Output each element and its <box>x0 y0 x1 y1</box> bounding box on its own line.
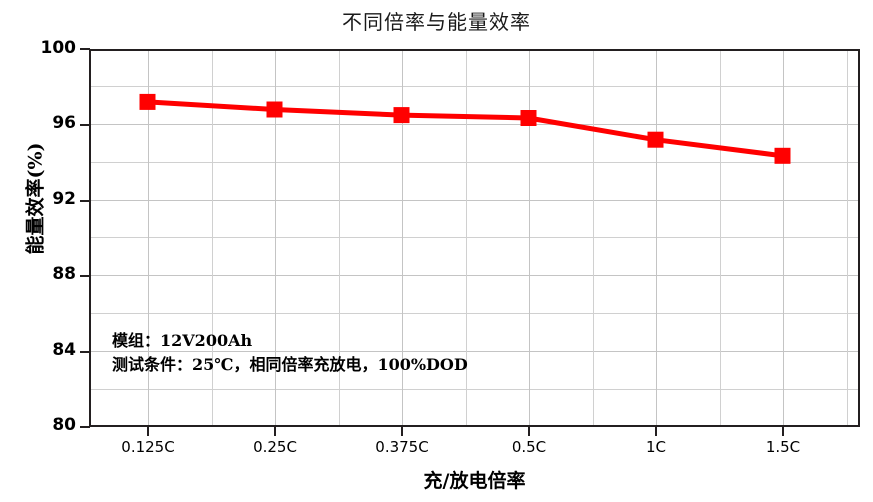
x-tick-mark-0.25C <box>274 427 276 436</box>
y-axis-title: 能量效率(%) <box>21 69 48 329</box>
y-tick-label-100: 100 <box>20 40 76 57</box>
x-tick-label-0.25C: 0.25C <box>215 438 335 456</box>
gridline-y-86 <box>91 313 858 314</box>
annotation-line-module: 模组：12V200Ah <box>112 329 468 353</box>
gridline-x-1C <box>656 51 657 425</box>
y-tick-label-84: 84 <box>20 342 76 359</box>
chart-title: 不同倍率与能量效率 <box>0 6 873 35</box>
x-tick-mark-0.125C <box>147 427 149 436</box>
gridline-y-82 <box>91 389 858 390</box>
gridline-x-minor-6 <box>847 51 848 425</box>
annotation-block: 模组：12V200Ah 测试条件：25℃，相同倍率充放电，100%DOD <box>112 329 468 377</box>
x-tick-label-0.375C: 0.375C <box>342 438 462 456</box>
gridline-y-94 <box>91 162 858 163</box>
x-tick-mark-1.5C <box>782 427 784 436</box>
gridline-x-1.5C <box>783 51 784 425</box>
chart-container: 不同倍率与能量效率 100 96 92 88 84 80 能量效率(%) <box>0 0 873 502</box>
gridline-y-92 <box>91 200 858 201</box>
x-tick-label-0.5C: 0.5C <box>469 438 589 456</box>
x-tick-mark-0.375C <box>401 427 403 436</box>
gridline-y-90 <box>91 237 858 238</box>
y-tick-label-80: 80 <box>20 417 76 434</box>
annotation-line-conditions: 测试条件：25℃，相同倍率充放电，100%DOD <box>112 353 468 377</box>
gridline-x-minor-4 <box>593 51 594 425</box>
x-tick-label-1.5C: 1.5C <box>723 438 843 456</box>
x-tick-label-0.125C: 0.125C <box>88 438 208 456</box>
x-tick-mark-1C <box>655 427 657 436</box>
x-axis-title: 充/放电倍率 <box>89 466 860 493</box>
x-tick-label-1C: 1C <box>596 438 716 456</box>
gridline-y-96 <box>91 124 858 125</box>
x-tick-mark-0.5C <box>528 427 530 436</box>
gridline-x-minor-5 <box>720 51 721 425</box>
gridline-y-88 <box>91 275 858 276</box>
gridline-x-0.5C <box>529 51 530 425</box>
gridline-y-98 <box>91 86 858 87</box>
